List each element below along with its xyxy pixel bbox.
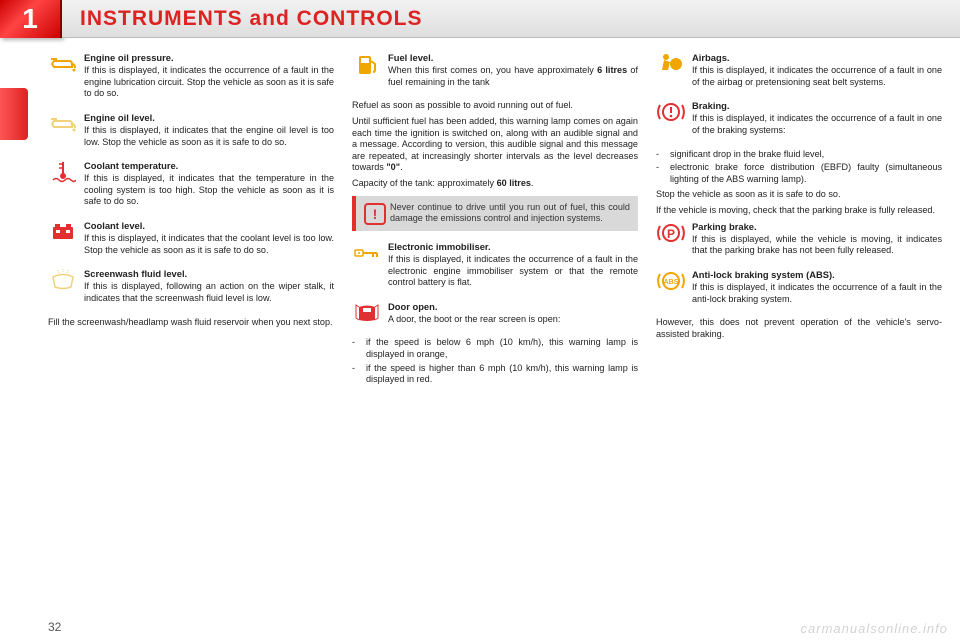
oil-pressure-body: If this is displayed, it indicates the o… [84,65,334,98]
coolant-level-body: If this is displayed, it indicates that … [84,233,334,255]
braking-li-1: signiﬁcant drop in the brake ﬂuid level, [670,149,942,161]
braking-li-2: electronic brake force distribution (EBF… [670,162,942,185]
page-number: 32 [48,620,61,634]
coolant-temp-title: Coolant temperature. [84,160,334,172]
column-1: Engine oil pressure.If this is displayed… [48,52,334,614]
parking-title: Parking brake. [692,221,942,233]
fuel-alert: Never continue to drive until you run ou… [352,196,638,231]
abs-icon: ABS [656,269,686,293]
svg-text:ABS: ABS [664,279,679,286]
column-3: Airbags.If this is displayed, it indicat… [656,52,942,614]
content-columns: Engine oil pressure.If this is displayed… [48,52,942,614]
coolant-temp-icon [48,160,78,184]
parking-body: If this is displayed, while the ve­hicle… [692,234,942,256]
door-title: Door open. [388,301,638,313]
abs-body: If this is displayed, it indicates the o… [692,282,942,304]
airbag-title: Airbags. [692,52,942,64]
fuel-p3: Capacity of the tank: approximately 60 l… [352,178,638,190]
item-door: Door open.A door, the boot or the rear s… [352,301,638,326]
abs-tail: However, this does not prevent operation… [656,317,942,340]
svg-text:P: P [667,227,675,241]
coolant-temp-body: If this is displayed, it indicates that … [84,173,334,206]
door-li-1: if the speed is below 6 mph (10 km/h), t… [366,337,638,360]
braking-title: Braking. [692,100,942,112]
oil-pressure-title: Engine oil pressure. [84,52,334,64]
airbag-icon [656,52,686,76]
fuel-p1: Refuel as soon as possible to avoid run­… [352,100,638,112]
braking-list: signiﬁcant drop in the brake ﬂuid level,… [656,149,942,186]
oil-level-title: Engine oil level. [84,112,334,124]
airbag-body: If this is displayed, it indicates the o… [692,65,942,87]
item-oil-pressure: Engine oil pressure.If this is displayed… [48,52,334,100]
screenwash-icon [48,268,78,292]
item-coolant-temp: Coolant temperature.If this is displayed… [48,160,334,208]
door-body: A door, the boot or the rear screen is o… [388,314,560,324]
oil-pressure-icon [48,52,78,76]
item-fuel: Fuel level.When this ﬁrst comes on, you … [352,52,638,88]
item-braking: Braking.If this is displayed, it indicat… [656,100,942,136]
screenwash-tail: Fill the screenwash/headlamp wash ﬂuid r… [48,317,334,329]
fuel-body: When this ﬁrst comes on, you have approx… [388,65,638,87]
parking-brake-icon: P [656,221,686,245]
item-parking: P Parking brake.If this is displayed, wh… [656,221,942,257]
door-li-2: if the speed is higher than 6 mph (10 km… [366,363,638,386]
fuel-icon [352,52,382,76]
screenwash-title: Screenwash ﬂuid level. [84,268,334,280]
braking-icon [656,100,686,124]
item-coolant-level: Coolant level.If this is displayed, it i… [48,220,334,256]
item-abs: ABS Anti-lock braking system (ABS).If th… [656,269,942,305]
door-list: if the speed is below 6 mph (10 km/h), t… [352,337,638,386]
screenwash-body: If this is displayed, following an actio… [84,281,334,303]
chapter-title: INSTRUMENTS and CONTROLS [62,0,960,38]
immobiliser-body: If this is displayed, it indicates the o… [388,254,638,287]
braking-body: If this is displayed, it indicates the o… [692,113,942,135]
abs-title: Anti-lock braking system (ABS). [692,269,942,281]
coolant-level-title: Coolant level. [84,220,334,232]
fuel-p2: Until sufﬁcient fuel has been added, thi… [352,116,638,174]
braking-tail-1: Stop the vehicle as soon as it is safe t… [656,189,942,201]
item-screenwash: Screenwash ﬂuid level.If this is display… [48,268,334,304]
oil-level-body: If this is displayed, it indicates that … [84,125,334,147]
watermark: carmanualsonline.info [801,621,948,636]
fuel-title: Fuel level. [388,52,638,64]
chapter-badge: 1 [0,0,62,38]
item-immobiliser: Electronic immobiliser.If this is displa… [352,241,638,289]
coolant-level-icon [48,220,78,244]
item-airbags: Airbags.If this is displayed, it indicat… [656,52,942,88]
manual-page: 1 INSTRUMENTS and CONTROLS Engine oil pr… [0,0,960,640]
column-2: Fuel level.When this ﬁrst comes on, you … [352,52,638,614]
oil-level-icon [48,112,78,136]
braking-tail-2: If the vehicle is moving, check that the… [656,205,942,217]
door-open-icon [352,301,382,325]
immobiliser-icon [352,241,382,265]
immobiliser-title: Electronic immobiliser. [388,241,638,253]
item-oil-level: Engine oil level.If this is displayed, i… [48,112,334,148]
side-tab [0,88,28,140]
